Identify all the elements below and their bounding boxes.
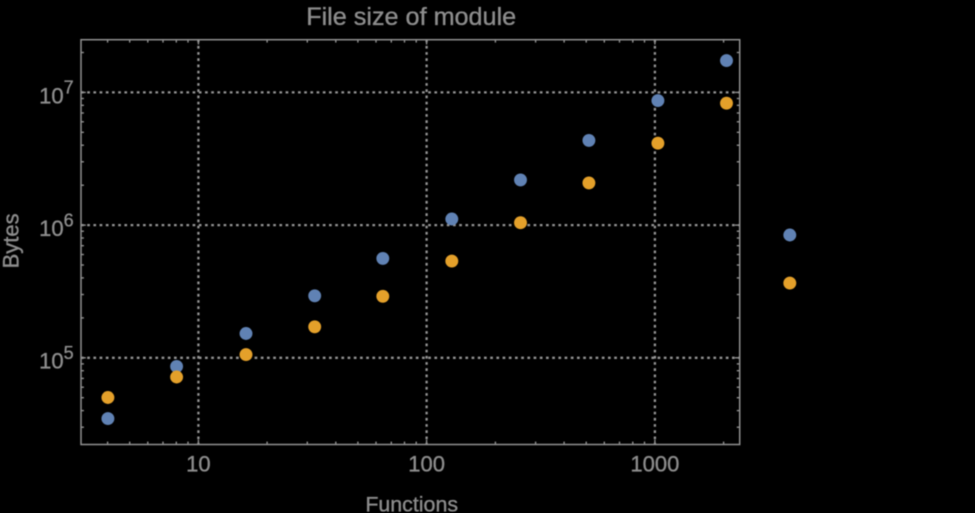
svg-text:1000: 1000 <box>630 452 679 477</box>
svg-text:5: 5 <box>64 343 74 363</box>
svg-text:Bytes: Bytes <box>0 213 23 268</box>
svg-text:6: 6 <box>64 210 74 230</box>
svg-text:Functions: Functions <box>365 493 458 513</box>
svg-text:100: 100 <box>408 452 445 477</box>
svg-text:10: 10 <box>39 349 63 374</box>
svg-text:7: 7 <box>64 78 74 98</box>
svg-text:10: 10 <box>39 216 63 241</box>
svg-text:10: 10 <box>39 83 63 108</box>
svg-text:10: 10 <box>186 452 210 477</box>
svg-text:File size of module: File size of module <box>306 3 516 31</box>
